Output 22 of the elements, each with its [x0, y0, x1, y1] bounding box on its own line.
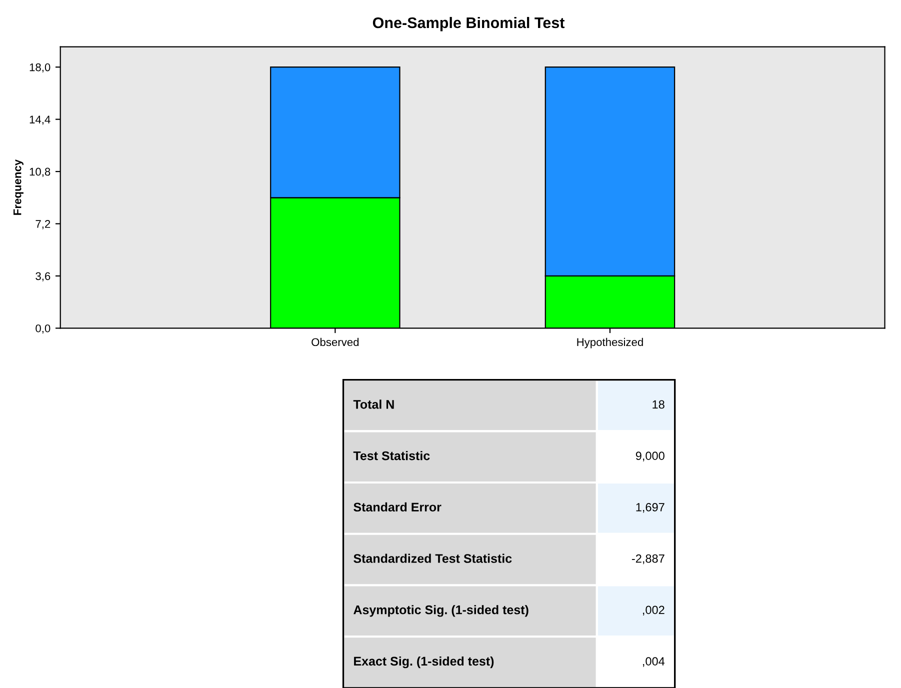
text: 9,000	[636, 452, 664, 462]
text: ,002	[642, 606, 664, 616]
text: 18	[652, 400, 664, 409]
y-tick-label: 10,8	[30, 168, 50, 177]
y-tick-label: 14,4	[30, 116, 50, 125]
category-label: Standard Error	[354, 502, 442, 512]
text: -2,887	[632, 554, 664, 564]
x-tick-label: Observed	[312, 338, 359, 346]
y-tick-label: 0,0	[36, 324, 50, 334]
y-axis-title: Frequency	[14, 159, 24, 215]
y-tick-label: 7,2	[36, 220, 50, 230]
category-label: Asymptotic Sig. (1-sided test)	[354, 605, 528, 617]
category-label: Standardized Test Statistic	[354, 554, 512, 563]
category-label: Total N	[353, 400, 394, 409]
text: ,004	[642, 657, 665, 667]
x-tick-label: Hypothesized	[577, 338, 643, 348]
y-tick-label: 3,6	[36, 272, 50, 282]
category-label: Exact Sig. (1-sided test)	[354, 656, 494, 668]
y-tick-label: 18,0	[30, 63, 50, 73]
category-label: Test Statistic	[353, 451, 430, 460]
chart-title: One-Sample Binomial Test	[372, 16, 565, 32]
text: 1,697	[636, 503, 664, 513]
